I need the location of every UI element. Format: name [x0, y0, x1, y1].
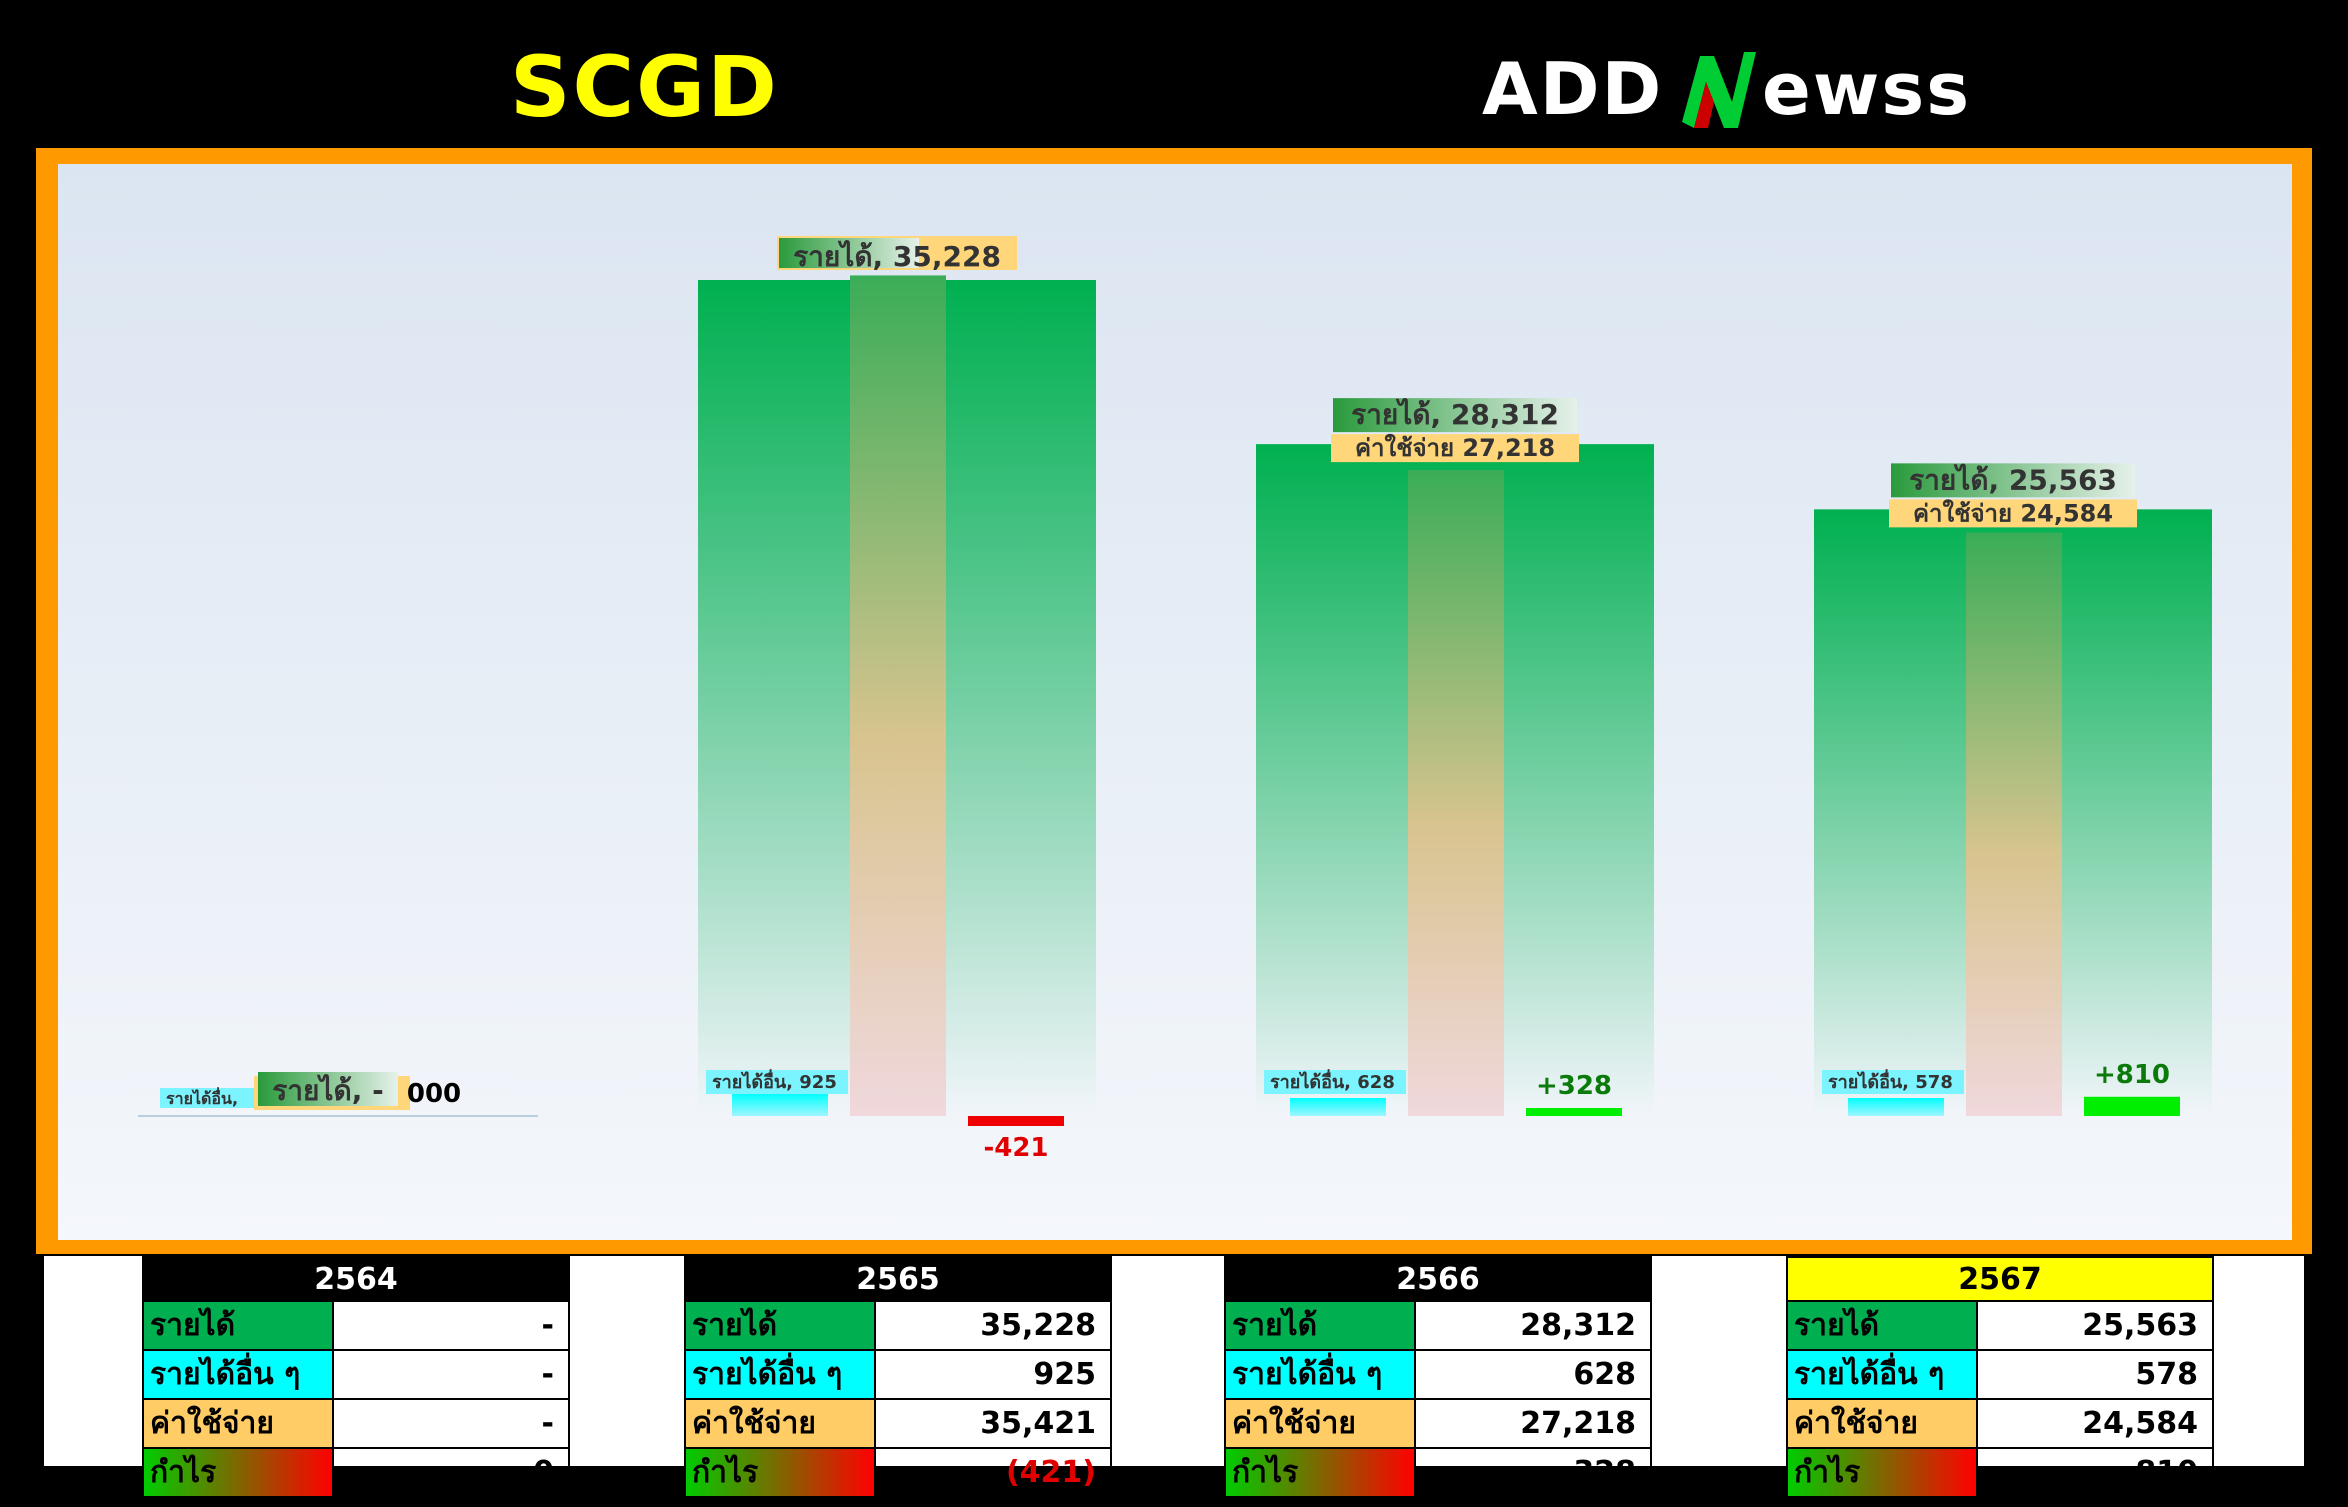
row-value: 925	[874, 1349, 1112, 1400]
logo-text-right: ewss	[1762, 47, 1971, 131]
row-value: -	[332, 1349, 570, 1400]
row-value: 578	[1976, 1349, 2214, 1400]
table-row: กำไร 0	[142, 1447, 570, 1498]
row-value: 25,563	[1976, 1300, 2214, 1351]
row-label: ค่าใช้จ่าย	[1224, 1398, 1416, 1449]
label-other-2565: รายได้อื่น, 925	[712, 1069, 837, 1093]
label-expense-2567: ค่าใช้จ่าย 24,584	[1913, 498, 2113, 527]
row-value: 24,584	[1976, 1398, 2214, 1449]
table-year-header: 2564	[142, 1256, 570, 1302]
row-label: รายได้	[142, 1300, 334, 1351]
bar-expense-2565	[850, 275, 946, 1116]
label-revenue-box-2566	[1333, 398, 1577, 433]
row-label: กำไร	[1786, 1447, 1978, 1498]
label-profit-2564: 000	[407, 1079, 461, 1109]
row-value: 35,228	[874, 1300, 1112, 1351]
row-value: (421)	[874, 1447, 1112, 1498]
bar-profit-2565	[968, 1116, 1064, 1126]
logo-n-mark	[1682, 52, 1756, 128]
table-row: ค่าใช้จ่าย 24,584	[1786, 1398, 2214, 1449]
table-2567: 2567 รายได้ 25,563 รายได้อื่น ๆ 578 ค่าใช้จ่า…	[1786, 1256, 2214, 1498]
row-label: รายได้	[684, 1300, 876, 1351]
table-year-header: 2566	[1224, 1256, 1652, 1302]
company-ticker: SCGD	[510, 38, 779, 136]
label-profit-2567: +810	[2094, 1060, 2170, 1090]
financial-tables: 2564 รายได้ - รายได้อื่น ๆ - ค่าใช้จ่าย - กำไร 0…	[44, 1256, 2304, 1498]
row-value: -	[332, 1398, 570, 1449]
label-expense-2566: ค่าใช้จ่าย 27,218	[1355, 433, 1555, 462]
row-label: รายได้	[1224, 1300, 1416, 1351]
bar-expense-2567	[1966, 532, 2062, 1116]
table-row: รายได้อื่น ๆ 628	[1224, 1349, 1652, 1400]
row-value: 0	[332, 1447, 570, 1498]
label-revenue-box-2564	[258, 1072, 398, 1106]
label-other-2567: รายได้อื่น, 578	[1828, 1069, 1953, 1093]
row-label: รายได้	[1786, 1300, 1978, 1351]
financial-bar-chart: รายได้อื่น, รายได้, - 000 รายได้, 35,228 ราย…	[138, 236, 2212, 1163]
label-other-box-2567	[1822, 1070, 1964, 1094]
label-other-box-2566	[1264, 1070, 1406, 1094]
table-row: ค่าใช้จ่าย 35,421	[684, 1398, 1112, 1449]
table-row: ค่าใช้จ่าย 27,218	[1224, 1398, 1652, 1449]
row-value: 27,218	[1414, 1398, 1652, 1449]
bar-profit-2566	[1526, 1108, 1622, 1116]
label-expense-box-2566	[1331, 434, 1579, 463]
row-label: ค่าใช้จ่าย	[1786, 1398, 1978, 1449]
table-row: รายได้อื่น ๆ 578	[1786, 1349, 2214, 1400]
table-row: กำไร (421)	[684, 1447, 1112, 1498]
table-row: กำไร 810	[1786, 1447, 2214, 1498]
row-label: กำไร	[684, 1447, 876, 1498]
row-value: 810	[1976, 1447, 2214, 1498]
label-expense-box-2567	[1889, 499, 2137, 528]
table-year-header: 2567	[1786, 1256, 2214, 1302]
bar-other-income-2565	[732, 1094, 828, 1116]
table-row: รายได้ 35,228	[684, 1300, 1112, 1351]
row-value: 628	[1414, 1349, 1652, 1400]
label-revenue-box-2565	[779, 238, 919, 268]
row-label: ค่าใช้จ่าย	[142, 1398, 334, 1449]
row-value: 328	[1414, 1447, 1652, 1498]
label-revenue-2565: รายได้, 35,228	[793, 240, 1001, 273]
bar-expense-2566	[1408, 470, 1504, 1116]
addnewss-logo: ADD ewss	[1482, 47, 1971, 131]
row-label: กำไร	[1224, 1447, 1416, 1498]
row-value: -	[332, 1300, 570, 1351]
row-label: รายได้อื่น ๆ	[684, 1349, 876, 1400]
table-2566: 2566 รายได้ 28,312 รายได้อื่น ๆ 628 ค่าใช้จ่า…	[1224, 1256, 1652, 1498]
table-row: รายได้ 28,312	[1224, 1300, 1652, 1351]
table-row: กำไร 328	[1224, 1447, 1652, 1498]
label-profit-2565: -421	[983, 1133, 1048, 1163]
label-revenue-2566: รายได้, 28,312	[1351, 398, 1559, 431]
bar-profit-2567	[2084, 1096, 2180, 1116]
table-year-header: 2565	[684, 1256, 1112, 1302]
table-row: รายได้ -	[142, 1300, 570, 1351]
row-label: รายได้อื่น ๆ	[1224, 1349, 1416, 1400]
chart-plot-area: รายได้อื่น, รายได้, - 000 รายได้, 35,228 ราย…	[58, 164, 2292, 1240]
label-revenue-2564: รายได้, -	[272, 1074, 383, 1107]
label-revenue-2567: รายได้, 25,563	[1909, 463, 2117, 496]
row-label: ค่าใช้จ่าย	[684, 1398, 876, 1449]
table-2564: 2564 รายได้ - รายได้อื่น ๆ - ค่าใช้จ่าย - กำไร 0	[142, 1256, 570, 1498]
label-other-2566: รายได้อื่น, 628	[1270, 1069, 1395, 1093]
label-other-2564: รายได้อื่น,	[166, 1087, 238, 1108]
bar-other-income-2567	[1848, 1098, 1944, 1116]
label-revenue-box-2567	[1891, 463, 2135, 498]
row-value: 35,421	[874, 1398, 1112, 1449]
label-other-box-2565	[706, 1070, 848, 1094]
label-other-box-2564	[160, 1088, 264, 1108]
label-profit-2566: +328	[1536, 1071, 1612, 1101]
table-2565: 2565 รายได้ 35,228 รายได้อื่น ๆ 925 ค่าใช้จ่า…	[684, 1256, 1112, 1498]
row-value: 28,312	[1414, 1300, 1652, 1351]
table-row: รายได้ 25,563	[1786, 1300, 2214, 1351]
logo-text-left: ADD	[1482, 47, 1663, 131]
table-row: รายได้อื่น ๆ 925	[684, 1349, 1112, 1400]
bar-other-income-2566	[1290, 1098, 1386, 1116]
table-row: รายได้อื่น ๆ-	[142, 1349, 570, 1400]
table-row: ค่าใช้จ่าย -	[142, 1398, 570, 1449]
row-label: กำไร	[142, 1447, 334, 1498]
row-label: รายได้อื่น ๆ	[142, 1349, 334, 1400]
row-label: รายได้อื่น ๆ	[1786, 1349, 1978, 1400]
